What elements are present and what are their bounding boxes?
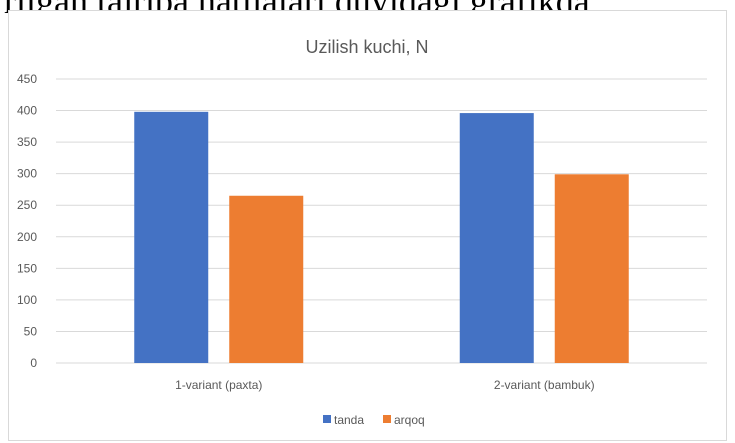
legend: tanda arqoq: [323, 413, 425, 427]
y-tick-label: 450: [17, 72, 37, 86]
y-tick-label: 400: [17, 104, 37, 118]
bar-tanda-1: [134, 111, 209, 363]
legend-swatch: [323, 415, 331, 423]
legend-label: tanda: [334, 413, 364, 427]
y-tick-label: 0: [30, 356, 37, 370]
y-axis-ticks: 0 50 100 150 200 250 300 350 400 450: [17, 72, 37, 370]
bars: [134, 111, 629, 363]
y-tick-label: 350: [17, 135, 37, 149]
bar-arqoq-2: [554, 174, 629, 363]
x-tick-label: 1-variant (paxta): [175, 378, 262, 392]
y-tick-label: 50: [24, 324, 38, 338]
legend-label: arqoq: [394, 413, 425, 427]
bar-tanda-2: [459, 113, 534, 363]
x-axis-ticks: 1-variant (paxta) 2-variant (bambuk): [175, 378, 595, 392]
y-tick-label: 150: [17, 261, 37, 275]
legend-swatch: [383, 415, 391, 423]
y-tick-label: 250: [17, 198, 37, 212]
bar-arqoq-1: [229, 195, 304, 363]
x-tick-label: 2-variant (bambuk): [494, 378, 595, 392]
y-tick-label: 200: [17, 230, 37, 244]
chart-title: Uzilish kuchi, N: [305, 37, 428, 57]
y-tick-label: 100: [17, 293, 37, 307]
y-tick-label: 300: [17, 167, 37, 181]
